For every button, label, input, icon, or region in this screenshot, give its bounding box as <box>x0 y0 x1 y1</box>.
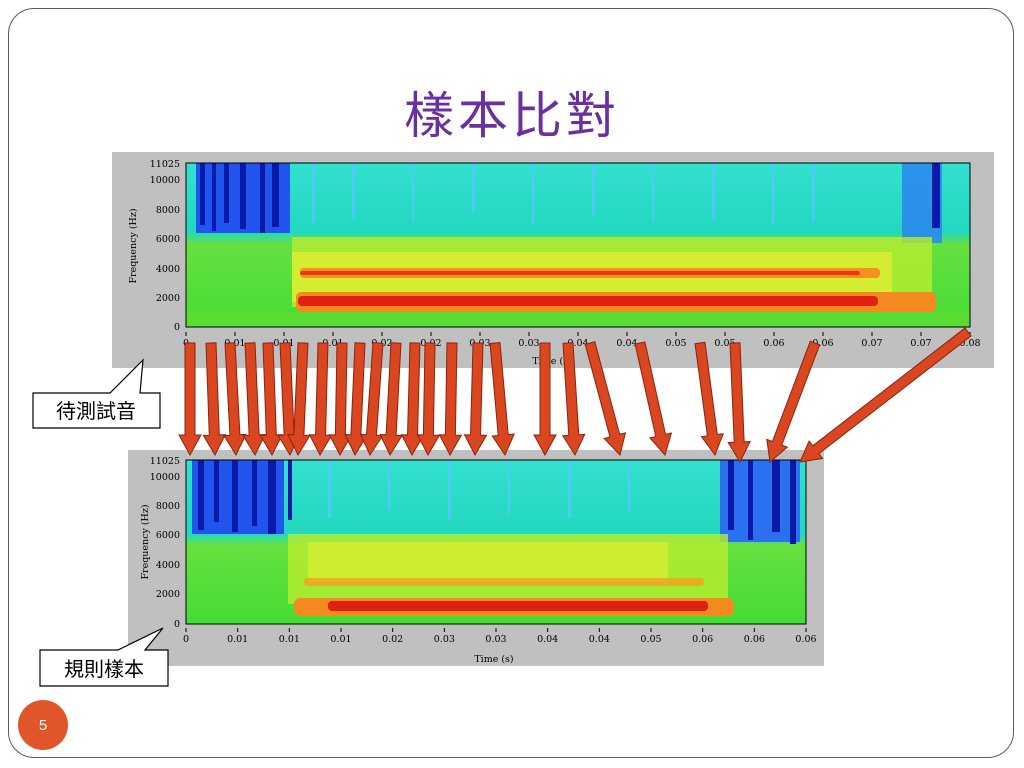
x-tick: 0.06 <box>795 634 816 645</box>
x-tick: 0.05 <box>640 634 661 645</box>
y-tick: 6000 <box>156 530 180 541</box>
warp-arrow <box>242 342 266 457</box>
x-tick: 0.06 <box>812 338 833 349</box>
y-tick: 10000 <box>150 472 180 483</box>
x-tick: 0.01 <box>322 338 343 349</box>
y-tick: 2000 <box>156 589 180 600</box>
y-tick: 2000 <box>156 293 180 304</box>
reference-spectrogram: 11025 10000 8000 6000 4000 2000 0 Freque… <box>128 450 824 666</box>
warp-arrow <box>178 342 202 457</box>
warp-arrow <box>489 342 515 457</box>
slide-frame <box>8 8 1014 758</box>
y-tick: 11025 <box>150 159 180 170</box>
x-tick: 0.06 <box>763 338 784 349</box>
test-y-axis: 11025 10000 8000 6000 4000 2000 0 Freque… <box>128 159 180 333</box>
x-tick: 0.04 <box>567 338 588 349</box>
page-number-badge: 5 <box>18 700 68 750</box>
warp-arrow <box>259 342 284 457</box>
test-x-axis-label: Time (s) <box>532 356 571 367</box>
warp-arrow <box>438 342 463 457</box>
x-tick: 0.08 <box>959 338 980 349</box>
x-tick: 0.05 <box>665 338 686 349</box>
x-tick: 0.06 <box>744 634 765 645</box>
warp-arrow <box>223 342 247 457</box>
warp-arrow <box>727 342 751 464</box>
y-tick: 8000 <box>156 205 180 216</box>
reference-x-axis: 0 0.01 0.01 0.01 0.02 0.03 0.03 0.04 0.04 0.05 0.0… <box>183 628 817 645</box>
warp-arrow <box>344 342 368 457</box>
x-tick: 0 <box>183 634 189 645</box>
slide-title: 樣本比對 <box>404 87 620 145</box>
test-spectrogram: 11025 10000 8000 6000 4000 2000 0 Freque… <box>112 152 994 368</box>
warp-arrow <box>561 342 586 457</box>
warp-arrow <box>308 342 333 457</box>
warp-arrow <box>584 341 627 457</box>
test-spectrogram-plot <box>185 162 971 328</box>
x-tick: 0.07 <box>861 338 882 349</box>
x-tick: 0.01 <box>227 634 248 645</box>
x-tick: 0.01 <box>279 634 300 645</box>
test-y-axis-label: Frequency (Hz) <box>128 208 139 283</box>
warp-arrow <box>463 342 488 457</box>
x-tick: 0.04 <box>616 338 637 349</box>
x-tick: 0.03 <box>485 634 506 645</box>
y-tick: 0 <box>174 619 180 630</box>
y-tick: 10000 <box>150 175 180 186</box>
x-tick: 0.03 <box>518 338 539 349</box>
x-tick: 0.05 <box>714 338 735 349</box>
x-tick: 0.04 <box>589 634 610 645</box>
y-tick: 0 <box>174 322 180 333</box>
x-tick: 0.01 <box>330 634 351 645</box>
warp-arrow <box>634 341 673 457</box>
warp-arrow <box>328 342 353 457</box>
y-tick: 6000 <box>156 234 180 245</box>
warp-arrow <box>287 342 311 457</box>
y-tick: 11025 <box>150 456 180 467</box>
reference-x-axis-label: Time (s) <box>474 654 513 665</box>
warp-arrow <box>416 342 441 457</box>
warp-arrow <box>400 342 425 457</box>
warp-arrow <box>799 327 972 463</box>
warp-arrow <box>202 342 227 457</box>
warp-arrow <box>533 342 557 457</box>
x-tick: 0.04 <box>537 634 558 645</box>
x-tick: 0.07 <box>910 338 931 349</box>
y-tick: 4000 <box>156 264 180 275</box>
y-tick: 4000 <box>156 560 180 571</box>
warp-arrow <box>379 342 403 457</box>
y-tick: 8000 <box>156 501 180 512</box>
reference-y-axis-label: Frequency (Hz) <box>140 504 151 579</box>
warp-arrow <box>766 340 821 463</box>
x-tick: 0.06 <box>692 634 713 645</box>
warp-arrow <box>359 342 384 457</box>
x-tick: 0.03 <box>434 634 455 645</box>
x-tick: 0.02 <box>382 634 403 645</box>
warp-arrow <box>694 341 725 457</box>
reference-y-axis: 11025 10000 8000 6000 4000 2000 0 Freque… <box>140 456 180 630</box>
reference-spectrogram-plot <box>185 459 807 625</box>
